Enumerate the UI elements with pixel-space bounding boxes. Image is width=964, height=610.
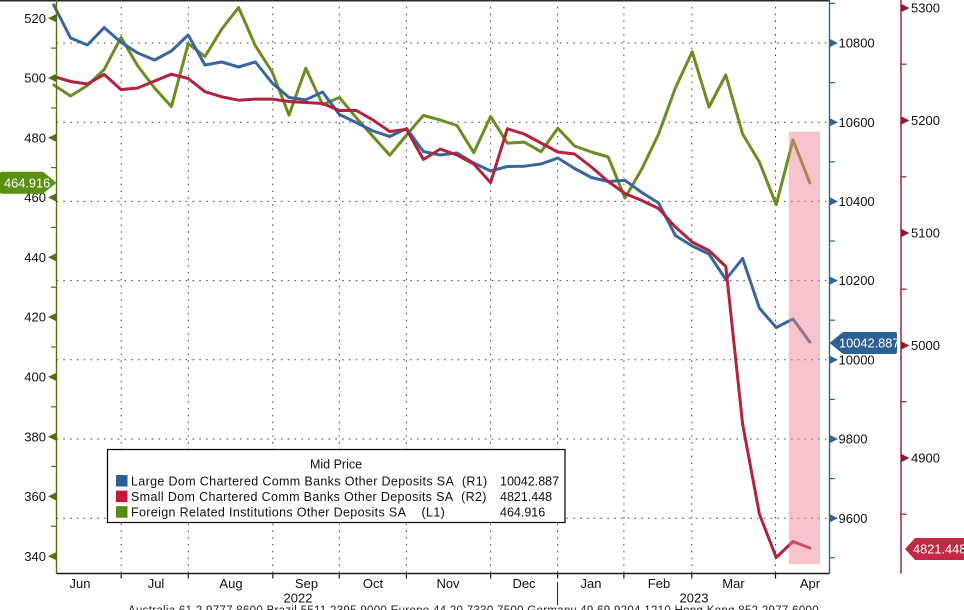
- svg-text:10200: 10200: [839, 273, 875, 288]
- svg-text:Jan: Jan: [581, 576, 602, 591]
- svg-text:4821.448: 4821.448: [913, 542, 964, 557]
- svg-text:10000: 10000: [839, 352, 875, 367]
- svg-text:440: 440: [24, 250, 46, 265]
- svg-text:520: 520: [24, 11, 46, 26]
- svg-text:340: 340: [24, 549, 46, 564]
- svg-text:400: 400: [24, 370, 46, 385]
- svg-text:Jun: Jun: [70, 576, 91, 591]
- svg-text:10042.887: 10042.887: [839, 336, 900, 351]
- svg-text:Nov: Nov: [436, 576, 460, 591]
- svg-text:4821.448: 4821.448: [500, 490, 552, 504]
- svg-text:500: 500: [24, 71, 46, 86]
- svg-text:Mar: Mar: [722, 576, 745, 591]
- svg-text:9600: 9600: [839, 511, 868, 526]
- svg-text:460: 460: [24, 190, 46, 205]
- svg-text:Large Dom Chartered Comm Banks: Large Dom Chartered Comm Banks Other Dep…: [131, 474, 488, 488]
- svg-text:5000: 5000: [911, 338, 940, 353]
- svg-text:10600: 10600: [839, 115, 875, 130]
- svg-text:Sep: Sep: [295, 576, 318, 591]
- svg-text:10042.887: 10042.887: [500, 474, 559, 488]
- svg-text:Small Dom Chartered Comm Banks: Small Dom Chartered Comm Banks Other Dep…: [131, 490, 487, 504]
- svg-text:Foreign Related Institutions O: Foreign Related Institutions Other Depos…: [131, 506, 445, 520]
- svg-text:5200: 5200: [911, 113, 940, 128]
- svg-text:10800: 10800: [839, 36, 875, 51]
- svg-text:10400: 10400: [839, 194, 875, 209]
- svg-text:4900: 4900: [911, 451, 940, 466]
- svg-text:Aug: Aug: [219, 576, 242, 591]
- svg-text:2022: 2022: [284, 591, 313, 606]
- svg-text:Oct: Oct: [363, 576, 384, 591]
- svg-text:Mid Price: Mid Price: [310, 458, 362, 472]
- svg-text:480: 480: [24, 130, 46, 145]
- svg-text:2023: 2023: [680, 591, 709, 606]
- svg-text:9800: 9800: [839, 432, 868, 447]
- svg-text:360: 360: [24, 489, 46, 504]
- svg-text:Australia 61 2 9777 8600 Brazi: Australia 61 2 9777 8600 Brazil 5511 239…: [128, 605, 819, 610]
- svg-text:Jul: Jul: [148, 576, 165, 591]
- svg-text:5100: 5100: [911, 226, 940, 241]
- svg-text:420: 420: [24, 310, 46, 325]
- svg-text:Feb: Feb: [648, 576, 670, 591]
- svg-text:Apr: Apr: [800, 576, 821, 591]
- svg-text:464.916: 464.916: [500, 506, 545, 520]
- svg-text:5300: 5300: [911, 1, 940, 16]
- svg-text:464.916: 464.916: [4, 175, 50, 190]
- svg-text:Dec: Dec: [512, 576, 536, 591]
- svg-text:380: 380: [24, 429, 46, 444]
